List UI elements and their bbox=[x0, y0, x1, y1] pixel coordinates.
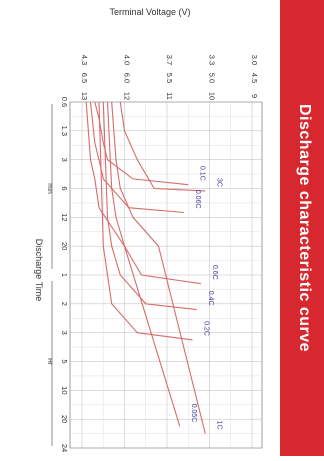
discharge-curve bbox=[119, 101, 206, 192]
unit-label-hr: Hr bbox=[46, 358, 53, 366]
series-label: 3C bbox=[215, 178, 222, 187]
y-tick-label: 3.3 bbox=[208, 55, 217, 65]
y-tick-label: 12 bbox=[123, 92, 132, 100]
unit-label-min: min bbox=[46, 183, 53, 194]
x-axis-title: Discharge Time bbox=[34, 239, 44, 302]
discharge-curve bbox=[111, 101, 206, 434]
x-tick-label: 1.3 bbox=[60, 126, 69, 136]
series-label: 0.06C bbox=[194, 190, 201, 209]
title-banner bbox=[280, 0, 324, 456]
y-tick-label: 11 bbox=[165, 92, 174, 100]
x-tick-label: 20 bbox=[60, 242, 69, 250]
x-tick-label: 6 bbox=[60, 186, 69, 190]
plot-area: 0.61.336122012351020249101112134.55.05.5… bbox=[46, 55, 263, 452]
y-axis-title: Terminal Voltage (V) bbox=[109, 7, 190, 17]
y-tick-label: 4.0 bbox=[123, 55, 132, 65]
y-tick-label: 5.0 bbox=[208, 73, 217, 83]
series-label: 0.05C bbox=[190, 404, 197, 423]
x-tick-label: 3 bbox=[60, 158, 69, 162]
y-tick-label: 4.3 bbox=[80, 55, 89, 65]
y-tick-label: 3.0 bbox=[250, 55, 259, 65]
x-tick-label: 3 bbox=[60, 331, 69, 335]
discharge-curve bbox=[98, 101, 193, 341]
y-tick-label: 10 bbox=[208, 92, 217, 100]
y-tick-label: 13 bbox=[80, 92, 89, 100]
y-tick-label: 4.5 bbox=[250, 73, 259, 83]
series-label: 0.2C bbox=[203, 321, 210, 336]
discharge-curve bbox=[106, 101, 202, 285]
discharge-curve bbox=[94, 101, 189, 186]
y-tick-label: 9 bbox=[250, 94, 259, 98]
chart-title: Discharge characteristic curve bbox=[296, 104, 313, 352]
y-tick-label: 6.0 bbox=[123, 73, 132, 83]
y-tick-label: 5.5 bbox=[165, 73, 174, 83]
series-label: 0.4C bbox=[207, 291, 214, 306]
series-label: 1C bbox=[215, 421, 222, 430]
discharge-curve bbox=[85, 101, 181, 427]
y-tick-label: 3.7 bbox=[165, 55, 174, 65]
series-label: 0.1C bbox=[198, 166, 205, 181]
x-tick-label: 2 bbox=[60, 302, 69, 306]
x-tick-label: 10 bbox=[60, 386, 69, 394]
x-tick-label: 24 bbox=[60, 444, 69, 452]
x-tick-label: 0.6 bbox=[60, 97, 69, 107]
x-tick-label: 20 bbox=[60, 415, 69, 423]
y-tick-label: 6.5 bbox=[80, 73, 89, 83]
x-tick-label: 12 bbox=[60, 213, 69, 221]
x-tick-label: 5 bbox=[60, 359, 69, 363]
discharge-curve bbox=[102, 101, 197, 311]
x-tick-label: 1 bbox=[60, 273, 69, 277]
discharge-curve bbox=[89, 101, 185, 214]
series-label: 0.6C bbox=[211, 265, 218, 280]
